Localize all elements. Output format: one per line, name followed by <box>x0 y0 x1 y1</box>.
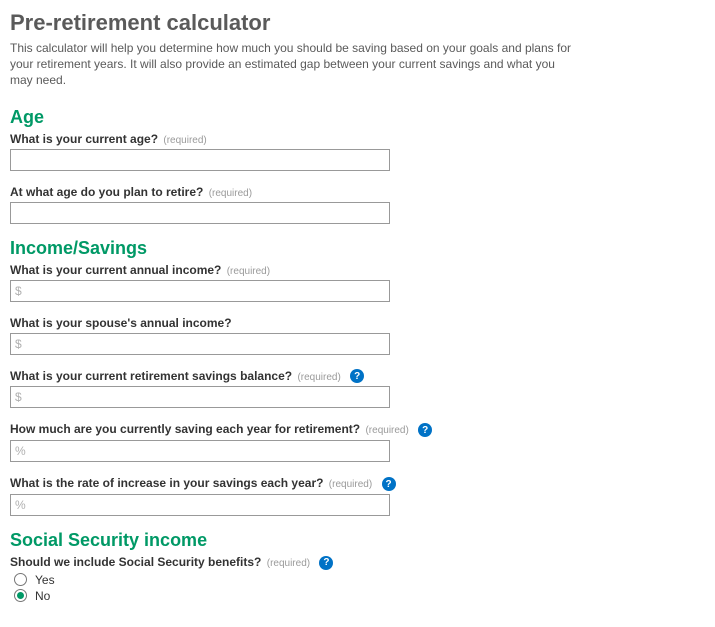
required-marker: (required) <box>163 135 206 146</box>
field-increase-rate: What is the rate of increase in your sav… <box>10 476 705 516</box>
spouse-income-input[interactable] <box>10 333 390 355</box>
help-icon[interactable]: ? <box>382 477 396 491</box>
saving-per-year-input[interactable] <box>10 440 390 462</box>
field-retire-balance: What is your current retirement savings … <box>10 369 705 409</box>
radio-no-row[interactable]: No <box>14 589 705 603</box>
radio-yes-row[interactable]: Yes <box>14 573 705 587</box>
label-current-age: What is your current age? (required) <box>10 132 705 146</box>
field-current-age: What is your current age? (required) <box>10 132 705 171</box>
label-retire-balance: What is your current retirement savings … <box>10 369 705 384</box>
increase-rate-input[interactable] <box>10 494 390 516</box>
label-spouse-income: What is your spouse's annual income? <box>10 316 705 330</box>
required-marker: (required) <box>227 266 270 277</box>
label-text: How much are you currently saving each y… <box>10 422 360 436</box>
label-text: What is your current annual income? <box>10 263 221 277</box>
radio-yes-label: Yes <box>35 573 55 587</box>
label-text: What is your spouse's annual income? <box>10 316 232 330</box>
field-spouse-income: What is your spouse's annual income? <box>10 316 705 355</box>
radio-yes[interactable] <box>14 573 27 586</box>
field-ss-include: Should we include Social Security benefi… <box>10 555 705 603</box>
label-saving-per-year: How much are you currently saving each y… <box>10 422 705 437</box>
field-saving-per-year: How much are you currently saving each y… <box>10 422 705 462</box>
required-marker: (required) <box>297 372 340 383</box>
radio-no-dot <box>17 592 24 599</box>
label-annual-income: What is your current annual income? (req… <box>10 263 705 277</box>
retire-balance-input[interactable] <box>10 386 390 408</box>
label-text: What is the rate of increase in your sav… <box>10 476 323 490</box>
label-text: What is your current retirement savings … <box>10 369 292 383</box>
label-text: At what age do you plan to retire? <box>10 185 203 199</box>
label-retire-age: At what age do you plan to retire? (requ… <box>10 185 705 199</box>
label-text: What is your current age? <box>10 132 158 146</box>
required-marker: (required) <box>329 479 372 490</box>
required-marker: (required) <box>209 188 252 199</box>
label-increase-rate: What is the rate of increase in your sav… <box>10 476 705 491</box>
radio-no-label: No <box>35 589 50 603</box>
label-text: Should we include Social Security benefi… <box>10 555 261 569</box>
required-marker: (required) <box>365 425 408 436</box>
radio-no[interactable] <box>14 589 27 602</box>
field-annual-income: What is your current annual income? (req… <box>10 263 705 302</box>
help-icon[interactable]: ? <box>350 369 364 383</box>
label-ss-include: Should we include Social Security benefi… <box>10 555 705 570</box>
help-icon[interactable]: ? <box>418 423 432 437</box>
page-title: Pre-retirement calculator <box>10 10 705 36</box>
section-age-title: Age <box>10 107 705 128</box>
annual-income-input[interactable] <box>10 280 390 302</box>
help-icon[interactable]: ? <box>319 556 333 570</box>
required-marker: (required) <box>267 558 310 569</box>
field-retire-age: At what age do you plan to retire? (requ… <box>10 185 705 224</box>
intro-text: This calculator will help you determine … <box>10 40 580 89</box>
section-income-title: Income/Savings <box>10 238 705 259</box>
current-age-input[interactable] <box>10 149 390 171</box>
section-ss-title: Social Security income <box>10 530 705 551</box>
retire-age-input[interactable] <box>10 202 390 224</box>
